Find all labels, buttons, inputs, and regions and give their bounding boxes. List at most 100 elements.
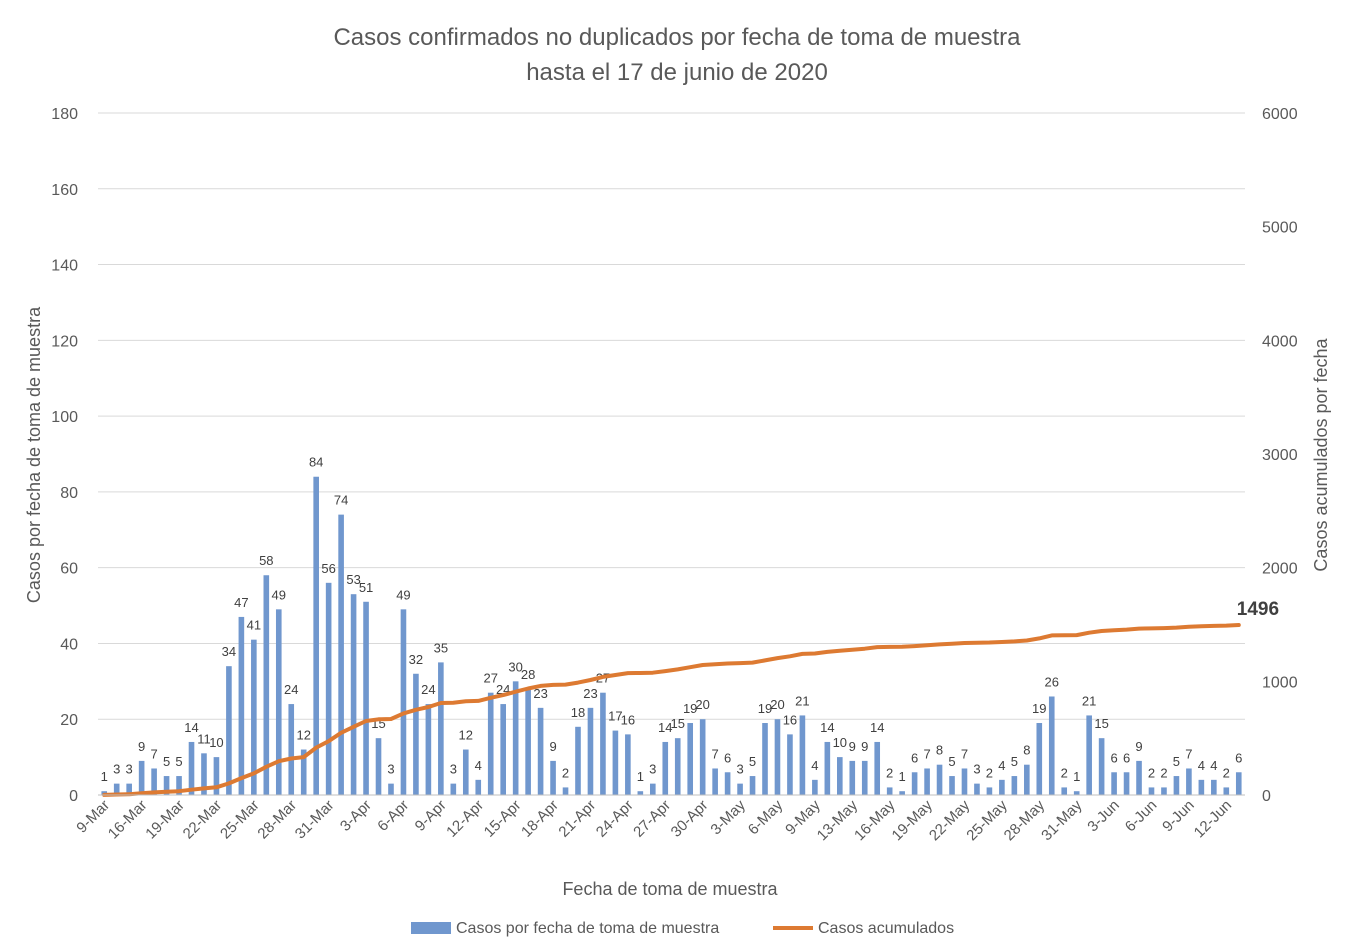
daily-bar (363, 601, 369, 795)
bar-value-label: 27 (483, 671, 497, 686)
legend-label-cumulative: Casos acumulados (818, 920, 954, 937)
left-tick-label: 60 (60, 561, 78, 578)
daily-bar (375, 738, 382, 795)
bar-value-label: 49 (396, 587, 410, 602)
left-tick-label: 160 (51, 182, 78, 199)
daily-bar (712, 768, 718, 795)
x-tick-label: 3-May (707, 796, 749, 838)
bar-value-label: 49 (272, 587, 286, 602)
bar-value-label: 12 (296, 728, 310, 743)
bar-value-label: 7 (712, 746, 719, 761)
bar-value-label: 6 (911, 750, 918, 765)
x-tick-label: 31-May (1038, 796, 1086, 844)
bar-value-label: 5 (948, 754, 955, 769)
daily-bar (300, 749, 307, 795)
bar-value-label: 15 (1094, 716, 1108, 731)
bar-value-label: 9 (549, 739, 556, 754)
x-tick-label: 28-Mar (254, 797, 300, 843)
bar-value-label: 3 (387, 762, 394, 777)
x-tick-label: 31-Mar (292, 797, 338, 843)
daily-bar (512, 681, 519, 795)
daily-bar (550, 760, 556, 795)
daily-bar (1136, 760, 1142, 795)
daily-bar (575, 726, 581, 795)
bar-value-label: 7 (923, 746, 930, 761)
daily-bar (949, 776, 955, 795)
daily-bar (849, 760, 856, 795)
left-tick-label: 0 (69, 788, 78, 805)
daily-bar (861, 760, 868, 795)
bar-value-label: 2 (1223, 765, 1230, 780)
daily-bar (462, 749, 469, 795)
bar-value-label: 6 (1110, 750, 1117, 765)
daily-bar (649, 783, 656, 795)
bar-value-label: 32 (409, 652, 423, 667)
daily-bar (812, 779, 818, 795)
daily-bar (213, 757, 220, 795)
daily-bar (762, 723, 768, 795)
left-tick-label: 80 (60, 485, 78, 502)
x-tick-label: 24-Apr (593, 797, 637, 841)
legend: Casos por fecha de toma de muestra Casos… (411, 920, 954, 937)
x-axis-title: Fecha de toma de muestra (562, 879, 778, 899)
bar-value-label: 3 (649, 762, 656, 777)
bar-value-label: 2 (1148, 765, 1155, 780)
daily-bar (413, 673, 419, 795)
daily-bar (1161, 787, 1167, 795)
daily-bar (1073, 791, 1080, 795)
bar-value-label: 5 (749, 754, 756, 769)
x-tick-label: 19-Mar (142, 797, 188, 843)
bar-value-label: 2 (886, 765, 893, 780)
daily-bar (1211, 779, 1217, 795)
daily-bar (687, 723, 694, 795)
daily-bar (1098, 738, 1105, 795)
left-axis-title: Casos por fecha de toma de muestra (24, 306, 44, 603)
bar-value-label: 5 (1011, 754, 1018, 769)
daily-bar (824, 741, 831, 795)
daily-bar (974, 783, 980, 795)
x-axis-tick-labels: 9-Mar16-Mar19-Mar22-Mar25-Mar28-Mar31-Ma… (73, 796, 1235, 844)
bar-value-label: 58 (259, 553, 273, 568)
right-axis-title: Casos acumulados por fecha (1311, 337, 1331, 571)
bar-value-label: 8 (936, 743, 943, 758)
daily-bar (450, 783, 457, 795)
x-tick-label: 21-Apr (555, 797, 599, 841)
bar-value-label: 26 (1045, 674, 1059, 689)
bar-value-label: 24 (284, 682, 298, 697)
left-axis: 0 20 40 60 80 100 120 140 160 180 (51, 106, 78, 805)
daily-bar (388, 783, 394, 795)
bar-value-label: 20 (695, 697, 709, 712)
bar-value-label: 28 (521, 667, 535, 682)
daily-bar (475, 779, 482, 795)
bar-value-label: 15 (670, 716, 684, 731)
bar-value-label: 19 (758, 701, 772, 716)
daily-bar (188, 741, 195, 795)
x-tick-label: 13-May (814, 796, 862, 844)
right-tick-label: 3000 (1262, 447, 1298, 464)
bar-value-label: 10 (209, 735, 223, 750)
chart-title-line-1: Casos confirmados no duplicados por fech… (333, 24, 1021, 51)
x-tick-label: 3-Jun (1084, 797, 1123, 836)
right-tick-label: 1000 (1262, 674, 1298, 691)
x-tick-label: 16-May (851, 796, 899, 844)
bar-value-label: 4 (1210, 758, 1217, 773)
x-tick-label: 16-Mar (105, 797, 151, 843)
daily-bar (1111, 772, 1117, 795)
daily-bar (525, 688, 531, 795)
daily-bar (737, 783, 743, 795)
bar-value-label: 35 (434, 640, 448, 655)
daily-bar (1048, 696, 1055, 795)
cumulative-line (102, 623, 1241, 797)
daily-bar (113, 783, 120, 795)
bar-value-label: 6 (1123, 750, 1130, 765)
cumulative-final-label: 1496 (1237, 599, 1279, 620)
bar-value-label: 84 (309, 455, 323, 470)
daily-bar (1024, 764, 1030, 795)
daily-bar (1036, 723, 1043, 795)
bar-value-label: 5 (163, 754, 170, 769)
daily-bar (537, 707, 544, 795)
x-tick-label: 12-Apr (443, 797, 487, 841)
bar-value-label: 14 (820, 720, 834, 735)
bar-value-label: 4 (475, 758, 482, 773)
x-tick-label: 25-Mar (217, 797, 263, 843)
